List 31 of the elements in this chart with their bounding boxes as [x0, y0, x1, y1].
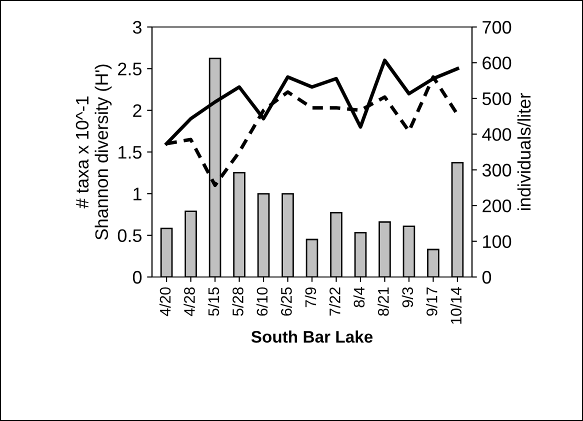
- y2-tick-label: 100: [483, 235, 512, 248]
- y2-tick-label: 200: [482, 200, 512, 212]
- y-tick-label: 0: [132, 270, 142, 284]
- x-tick-label: 5/28: [232, 287, 244, 316]
- y-tick-label: 1: [134, 188, 142, 200]
- y-tick-label: 2: [133, 104, 142, 117]
- y-tick-label: 1.5: [118, 146, 142, 159]
- y2-tick-label: 0: [482, 270, 492, 284]
- y-tick-label: 3: [132, 20, 142, 34]
- y2-tick-label: 400: [482, 128, 512, 141]
- y2-axis-title: individuals/liter: [517, 93, 531, 210]
- x-tick-label: 8/4: [353, 287, 365, 308]
- x-tick-label: 9/3: [402, 287, 414, 308]
- x-tick-label: 8/21: [378, 287, 389, 316]
- x-tick-label: 4/20: [159, 287, 171, 316]
- y2-tick-label: 300: [482, 164, 512, 177]
- x-tick-label: 6/10: [256, 287, 268, 316]
- x-tick-label: 5/15: [208, 287, 220, 316]
- y2-tick-label: 700: [482, 20, 512, 34]
- x-tick-label: 6/25: [280, 287, 292, 316]
- y-axis-title: # taxa x 10^-1 Shannon diversity (H'): [76, 64, 112, 240]
- x-tick-label: 10/14: [450, 287, 462, 324]
- x-tick-label: 7/22: [329, 287, 340, 316]
- y-tick-label: 0.5: [118, 229, 142, 242]
- x-tick-label: 9/17: [426, 287, 438, 316]
- y2-tick-label: 600: [482, 56, 512, 70]
- x-tick-label: 4/28: [184, 287, 195, 316]
- x-tick-label: 7/9: [304, 287, 316, 308]
- x-axis-title: South Bar Lake: [251, 330, 373, 343]
- y2-tick-label: 500: [482, 92, 512, 106]
- y-tick-label: 2.5: [118, 62, 142, 76]
